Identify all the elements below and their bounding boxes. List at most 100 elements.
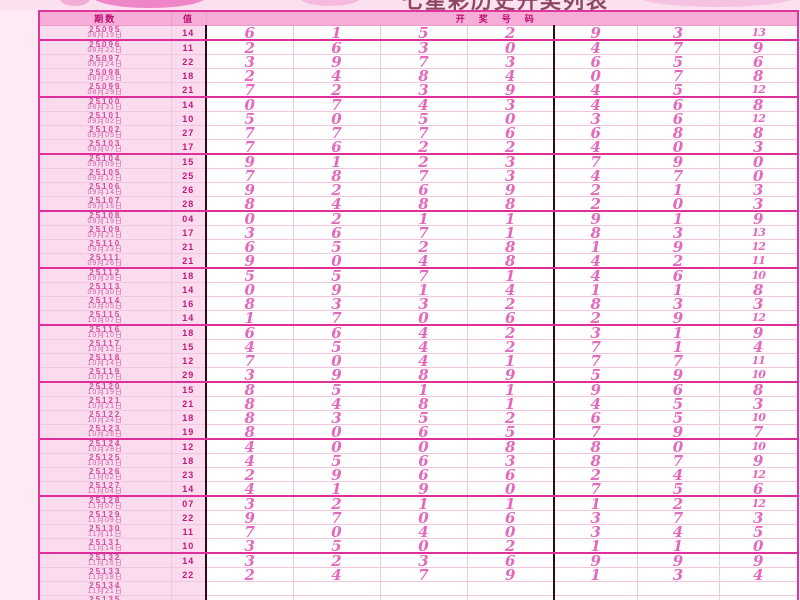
value-cell: 10 [170, 538, 207, 554]
period-number: 25096 [89, 40, 122, 49]
number-cell: 5 [292, 453, 381, 468]
table-row: 25097 08月24日 22 3 9 7 3 6 5 6 [38, 54, 799, 69]
period-cell: 25100 08月31日 [38, 96, 172, 112]
number-cell: 3 [205, 495, 294, 511]
number-cell: 9 [205, 153, 294, 169]
period-date: 08月29日 [87, 89, 124, 96]
value-cell: 15 [170, 153, 207, 169]
number-cell: 2 [466, 25, 555, 41]
number-cell: 8 [718, 282, 799, 297]
number-cell: 2 [379, 139, 468, 155]
number-cell: 4 [379, 324, 468, 340]
value-cell: 23 [170, 467, 207, 482]
table-row: 25122 10月24日 18 8 3 5 2 6 5 10 [38, 410, 799, 425]
number-cell [466, 595, 555, 600]
table-row: 25100 08月31日 14 0 7 4 3 4 6 8 [38, 96, 799, 112]
period-cell: 25108 09月19日 [38, 210, 172, 226]
header-period: 期数 [38, 10, 172, 26]
number-cell [718, 595, 799, 600]
number-cell: 12 [718, 82, 799, 98]
number-cell: 5 [466, 424, 555, 440]
value-cell: 11 [170, 524, 207, 539]
period-date: 11月21日 [87, 588, 123, 595]
number-cell: 6 [636, 381, 720, 397]
number-cell: 0 [205, 96, 294, 112]
number-cell: 4 [205, 339, 294, 354]
number-cell: 6 [718, 481, 799, 497]
number-cell: 9 [718, 210, 799, 226]
value-cell: 12 [170, 438, 207, 454]
period-number: 25118 [89, 353, 122, 362]
number-cell: 2 [205, 467, 294, 482]
period-date: 09月30日 [87, 289, 124, 296]
number-cell: 7 [379, 567, 468, 582]
period-cell: 25112 09月28日 [38, 267, 172, 283]
number-cell: 0 [718, 168, 799, 183]
number-cell: 4 [553, 396, 638, 411]
number-cell: 2 [292, 82, 381, 98]
number-cell: 4 [292, 396, 381, 411]
number-cell: 1 [553, 567, 638, 582]
number-cell: 4 [292, 196, 381, 212]
period-number: 25127 [89, 481, 122, 490]
number-cell: 7 [718, 424, 799, 440]
number-cell: 3 [466, 168, 555, 183]
number-cell: 0 [466, 39, 555, 55]
value-cell: 16 [170, 296, 207, 311]
period-date: 08月24日 [87, 61, 124, 68]
number-cell: 4 [718, 567, 799, 582]
period-date: 09月05日 [87, 132, 124, 139]
period-date: 10月05日 [87, 303, 124, 310]
number-cell [718, 581, 799, 596]
number-cell: 2 [466, 410, 555, 425]
period-cell: 25119 10月17日 [38, 367, 172, 383]
number-cell: 4 [205, 438, 294, 454]
period-date: 09月12日 [87, 175, 124, 182]
value-cell: 17 [170, 225, 207, 240]
number-cell [636, 595, 720, 600]
number-cell: 7 [379, 125, 468, 140]
number-cell: 3 [636, 567, 720, 582]
period-number: 25121 [89, 396, 122, 405]
number-cell: 3 [205, 367, 294, 383]
period-number: 25113 [89, 282, 122, 291]
table-row: 25114 10月05日 16 8 3 3 2 8 3 3 [38, 296, 799, 311]
number-cell: 4 [553, 96, 638, 112]
value-cell: 21 [170, 239, 207, 254]
number-cell: 2 [466, 339, 555, 354]
period-cell: 25114 10月05日 [38, 296, 172, 311]
number-cell: 5 [205, 267, 294, 283]
number-cell: 8 [466, 196, 555, 212]
number-cell: 7 [636, 510, 720, 525]
number-cell [205, 595, 294, 600]
number-cell: 7 [205, 139, 294, 155]
number-cell: 1 [636, 182, 720, 197]
number-cell: 2 [553, 182, 638, 197]
period-date: 11月04日 [87, 488, 123, 495]
value-cell: 27 [170, 125, 207, 140]
number-cell: 8 [466, 239, 555, 254]
period-cell: 25115 10月07日 [38, 310, 172, 326]
value-cell: 18 [170, 410, 207, 425]
number-cell: 7 [379, 54, 468, 69]
number-cell: 7 [205, 524, 294, 539]
period-number: 25119 [89, 367, 122, 376]
number-cell: 8 [718, 381, 799, 397]
number-cell: 2 [292, 210, 381, 226]
period-cell: 25124 10月28日 [38, 438, 172, 454]
period-number: 25109 [89, 225, 122, 234]
lottery-table-body: 25095 08月19日 14 6 1 5 2 9 3 13 25096 08月… [38, 25, 799, 600]
number-cell: 5 [379, 25, 468, 41]
number-cell: 5 [205, 111, 294, 126]
number-cell: 4 [379, 524, 468, 539]
period-cell: 25105 09月12日 [38, 168, 172, 183]
number-cell: 2 [636, 495, 720, 511]
number-cell: 5 [379, 111, 468, 126]
number-cell: 9 [553, 210, 638, 226]
number-cell: 9 [553, 25, 638, 41]
number-cell: 8 [292, 168, 381, 183]
period-cell: 25095 08月19日 [38, 25, 172, 41]
period-cell: 25096 08月22日 [38, 39, 172, 55]
period-number: 25116 [89, 325, 122, 334]
number-cell: 7 [205, 353, 294, 368]
